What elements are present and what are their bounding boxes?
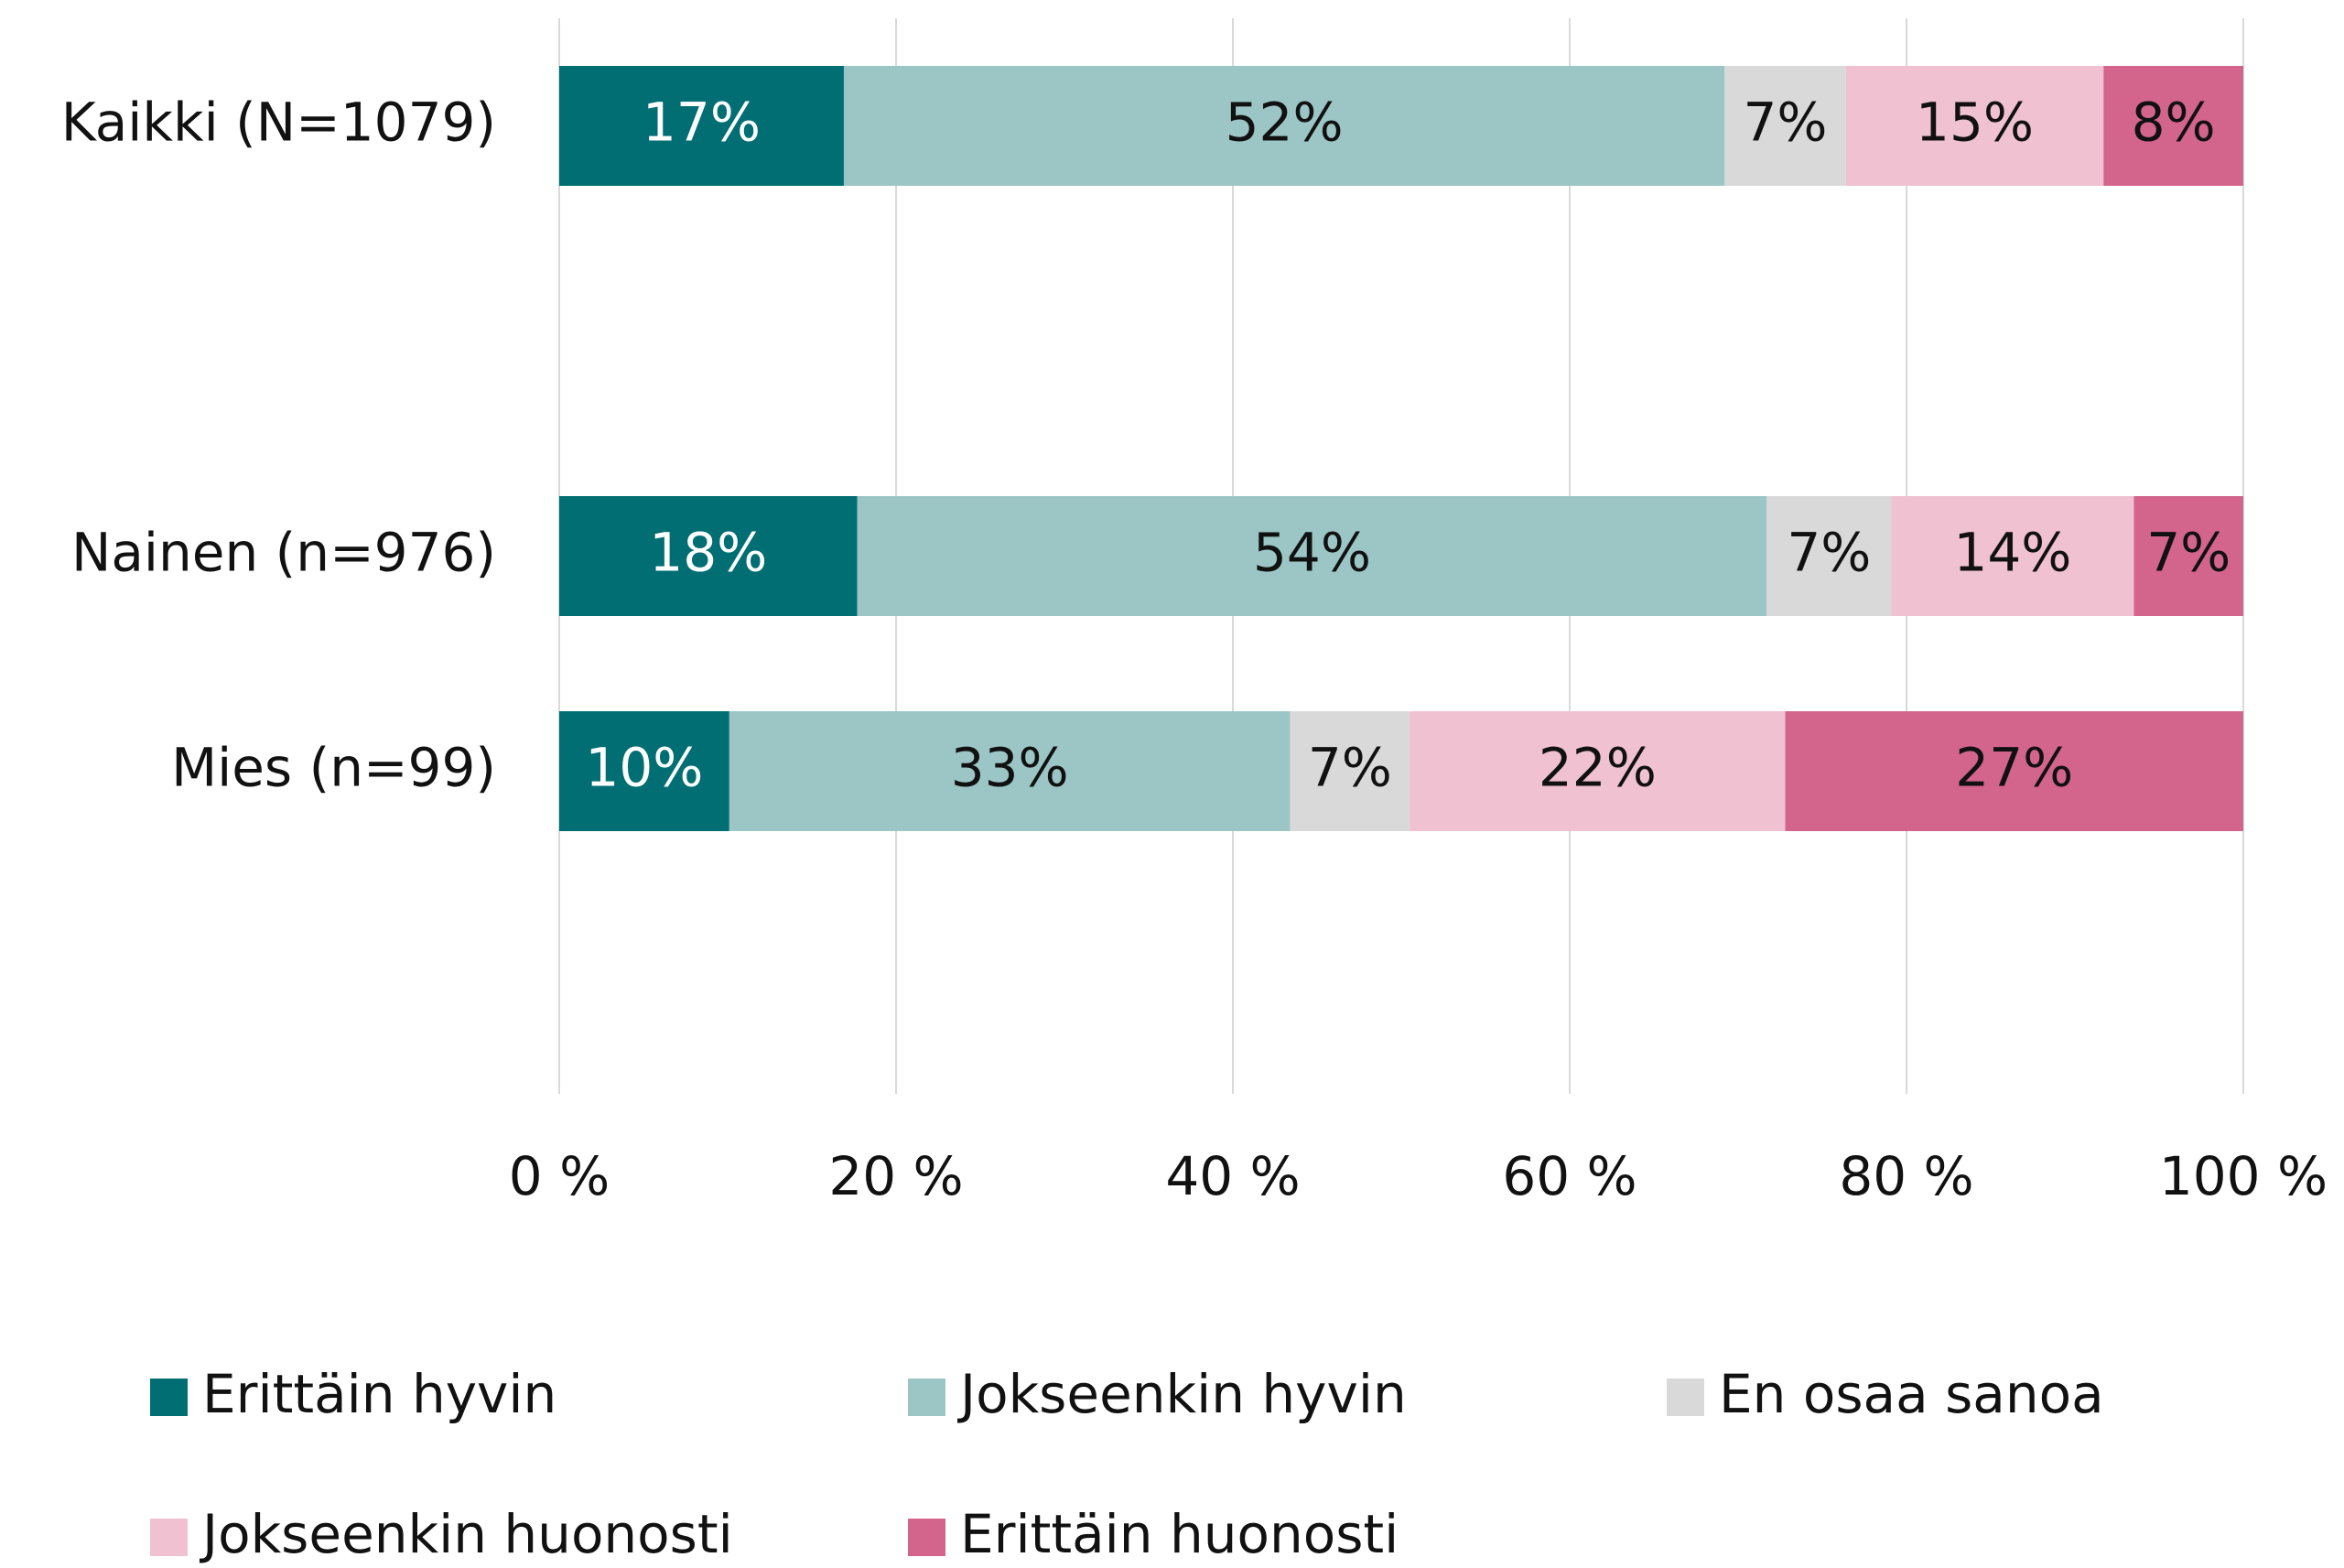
legend-swatch <box>908 1519 945 1556</box>
x-tick-label: 40 % <box>1165 1145 1300 1207</box>
data-label: 52% <box>1226 92 1344 154</box>
x-tick-label: 20 % <box>828 1145 963 1207</box>
legend-label: Jokseenkin hyvin <box>957 1363 1407 1425</box>
legend-swatch <box>150 1379 188 1416</box>
bar-segment <box>843 66 1725 186</box>
bar-segment <box>729 711 1291 831</box>
bar-segment <box>1766 496 1892 616</box>
x-tick-label: 100 % <box>2159 1145 2328 1207</box>
bar-segment <box>559 496 858 616</box>
legend-label: Erittäin hyvin <box>202 1363 556 1425</box>
data-label: 17% <box>643 92 761 154</box>
bar-segment <box>1290 711 1410 831</box>
category-label: Mies (n=99) <box>171 737 496 799</box>
bar-segment <box>2133 496 2243 616</box>
data-label: 33% <box>951 737 1069 799</box>
legend-swatch <box>150 1519 188 1556</box>
bar-segment <box>559 66 844 186</box>
x-tick-label: 0 % <box>509 1145 610 1207</box>
bar-segment <box>1891 496 2134 616</box>
data-label: 7% <box>1787 522 1871 584</box>
data-label: 8% <box>2132 92 2216 154</box>
legend-label: En osaa sanoa <box>1719 1363 2104 1425</box>
legend-swatch <box>1667 1379 1704 1416</box>
data-label: 27% <box>1955 737 2073 799</box>
legend-swatch <box>908 1379 945 1416</box>
data-label: 22% <box>1539 737 1657 799</box>
data-label: 14% <box>1953 522 2071 584</box>
bar-segment <box>2103 66 2243 186</box>
data-label: 7% <box>2146 522 2231 584</box>
bar-segment <box>559 711 729 831</box>
bar-segment <box>1785 711 2243 831</box>
x-tick-label: 60 % <box>1502 1145 1636 1207</box>
bar-segment <box>1410 711 1786 831</box>
legend-label: Jokseenkin huonosti <box>200 1503 733 1565</box>
data-label: 18% <box>649 522 767 584</box>
category-label: Nainen (n=976) <box>71 522 496 584</box>
data-label: 7% <box>1308 737 1392 799</box>
bar-segment <box>857 496 1767 616</box>
x-tick-label: 80 % <box>1839 1145 1973 1207</box>
legend-label: Erittäin huonosti <box>960 1503 1399 1565</box>
data-label: 54% <box>1253 522 1371 584</box>
data-label: 7% <box>1744 92 1828 154</box>
data-label: 15% <box>1916 92 2034 154</box>
bar-segment <box>1724 66 1846 186</box>
data-label: 10% <box>585 737 703 799</box>
bar-segment <box>1845 66 2104 186</box>
category-label: Kaikki (N=1079) <box>61 92 496 154</box>
